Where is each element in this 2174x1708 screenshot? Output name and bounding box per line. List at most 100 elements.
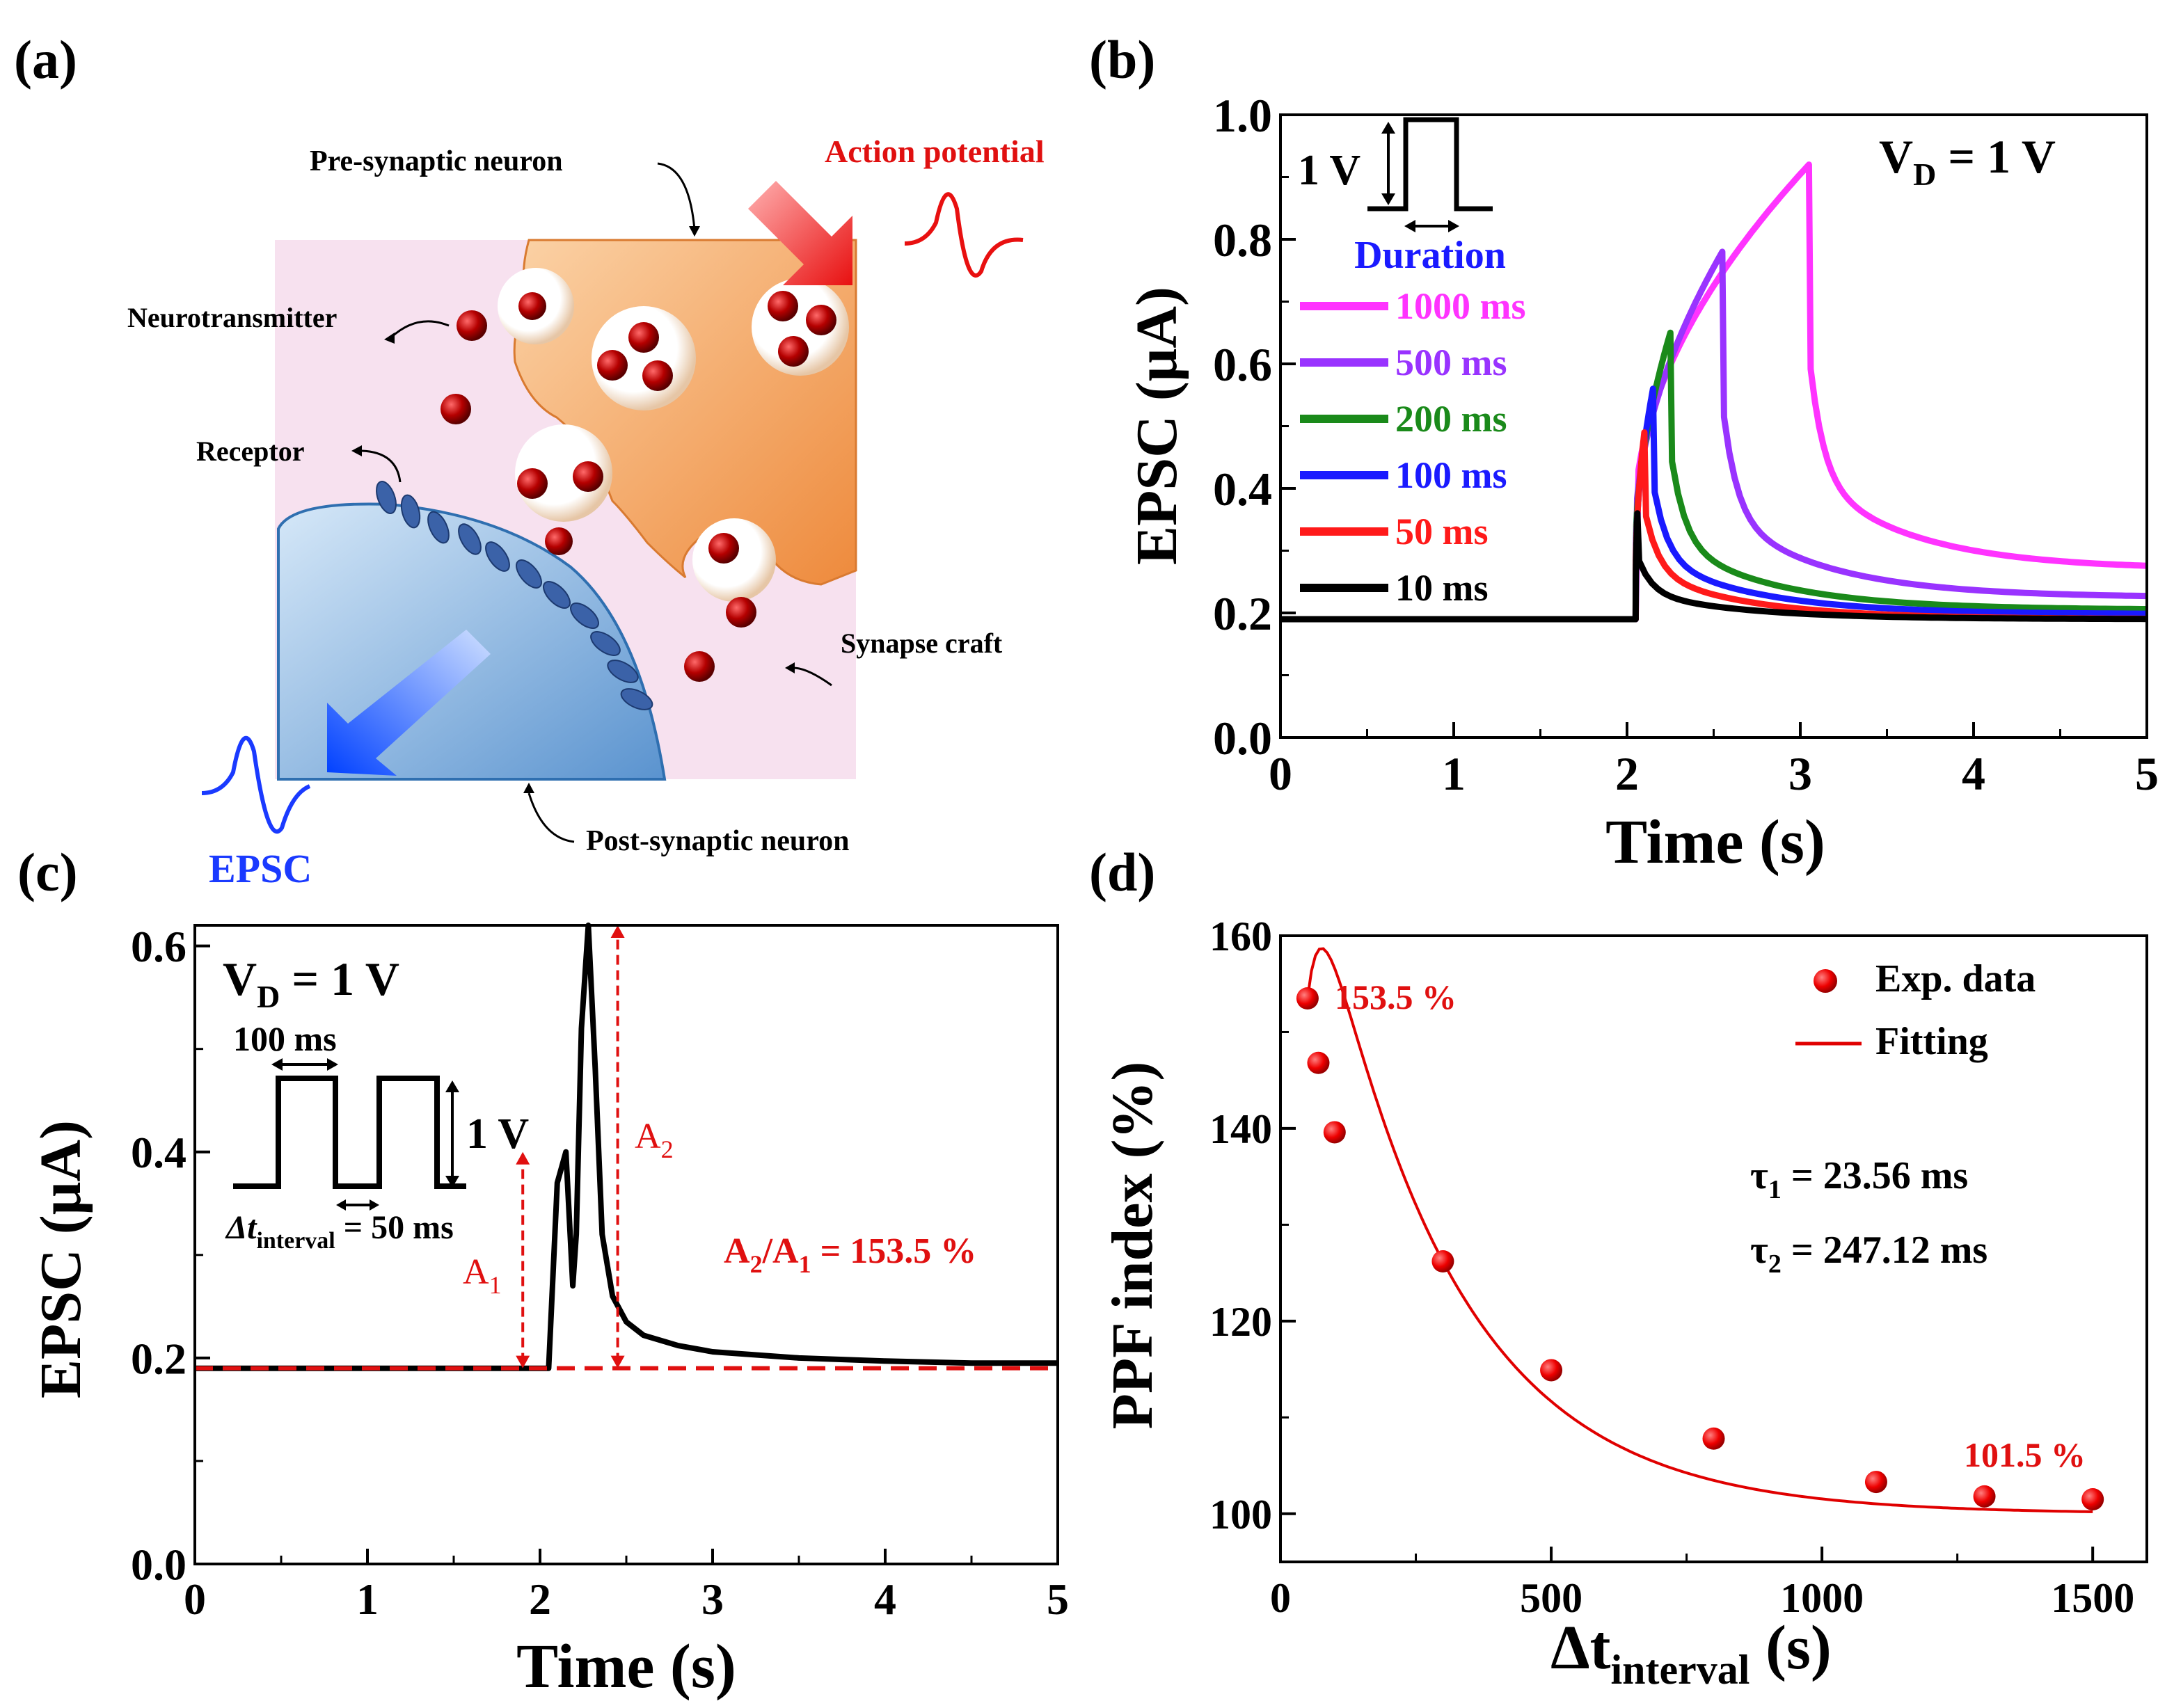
ratio-a1: /A — [762, 1231, 799, 1271]
panel-c-vd-label: VD = 1 V — [223, 952, 399, 1014]
exp-data-point — [1973, 1485, 1996, 1508]
neurotransmitter — [684, 651, 715, 682]
neurotransmitters — [441, 291, 836, 682]
panel-b-pulse-icon — [1367, 117, 1493, 211]
arrow-head — [610, 925, 625, 938]
panel-b-label: (b) — [1089, 29, 1155, 90]
x-tick-label: 0 — [1270, 1575, 1291, 1621]
dt-subscript: interval — [256, 1228, 335, 1254]
vesicle — [692, 518, 776, 602]
legend-label: 100 ms — [1395, 454, 1507, 496]
x-tick-label: 3 — [1788, 747, 1812, 800]
x-tick-label: 2 — [1615, 747, 1639, 800]
y-tick-label: 0.2 — [131, 1334, 187, 1383]
x-tick-label: 0 — [1269, 747, 1292, 800]
epsc-label: EPSC — [209, 846, 312, 891]
panel-c-pulse-voltage: 1 V — [466, 1110, 529, 1158]
panel-c-ylabel: EPSC (μA) — [29, 1120, 93, 1398]
legend-label: 500 ms — [1395, 342, 1507, 383]
ratio-value: = 153.5 % — [811, 1231, 977, 1271]
panel-a: (a) — [14, 29, 1045, 891]
legend-exp-marker — [1814, 969, 1837, 993]
xlabel-subscript: interval — [1610, 1647, 1749, 1693]
neurotransmitter — [642, 360, 673, 391]
tau2-symbol: τ — [1750, 1229, 1768, 1272]
panel-b-curves — [1280, 161, 2148, 623]
panel-b-ylabel: EPSC (μA) — [1125, 287, 1189, 565]
panel-c-label: (c) — [17, 842, 78, 902]
action-potential-wave-icon — [904, 192, 1024, 278]
panel-c-interval-label: Δtinterval = 50 ms — [225, 1209, 454, 1254]
ratio-a1-sub: 1 — [799, 1250, 811, 1278]
vd-value: = 1 V — [1936, 130, 2056, 183]
action-potential-label: Action potential — [825, 134, 1045, 169]
y-tick-label: 120 — [1209, 1299, 1272, 1345]
exp-data-point — [1296, 987, 1319, 1009]
neurotransmitter — [597, 350, 628, 381]
panel-c-curves — [195, 923, 1058, 1371]
pre-synaptic-label: Pre-synaptic neuron — [310, 145, 563, 177]
arrow-head — [689, 226, 700, 237]
legend-label: 200 ms — [1395, 398, 1507, 440]
y-tick-label: 0.0 — [131, 1540, 187, 1589]
neurotransmitter — [517, 468, 548, 499]
vd-value: = 1 V — [280, 952, 399, 1005]
receptor-pointer — [361, 449, 402, 483]
panel-b-vd-label: VD = 1 V — [1879, 130, 2056, 192]
panel-c-xlabel: Time (s) — [516, 1632, 736, 1701]
post-synaptic-label: Post-synaptic neuron — [586, 825, 849, 857]
receptor — [607, 660, 639, 683]
y-tick-label: 1.0 — [1213, 89, 1272, 142]
a1-symbol: A — [463, 1252, 489, 1292]
neurotransmitter — [457, 310, 487, 341]
x-tick-label: 3 — [701, 1574, 724, 1624]
legend-label: 1000 ms — [1395, 285, 1526, 327]
arrow-head — [445, 1080, 459, 1092]
arrow-head — [610, 1355, 625, 1368]
y-tick-label: 0.4 — [1213, 463, 1272, 516]
x-tick-label: 500 — [1520, 1575, 1582, 1621]
receptor — [400, 494, 421, 529]
panel-c-a1-label: A1 — [463, 1252, 502, 1299]
x-tick-label: 1500 — [2051, 1575, 2134, 1621]
exp-data-point — [1702, 1427, 1725, 1450]
panel-b-frame — [1279, 113, 2148, 739]
arrow-head — [516, 1151, 530, 1165]
receptor — [376, 481, 397, 514]
arrow-head — [271, 1058, 283, 1071]
synaptic-cleft-pointer — [793, 667, 832, 687]
exp-data-point — [1540, 1359, 1563, 1382]
xlabel-symbol: Δt — [1550, 1613, 1610, 1682]
y-tick-label: 0.6 — [1213, 338, 1272, 391]
arrow-head — [384, 333, 395, 344]
panel-b-axes: 0 1 2 3 4 5 0.0 0.2 0.4 0.6 0.8 1.0 — [1213, 89, 2159, 800]
exp-data-point — [1323, 1121, 1346, 1144]
panel-b-pulse-voltage: 1 V — [1298, 147, 1360, 194]
panel-c-axes: 0 1 2 3 4 5 0.0 0.2 0.4 0.6 — [131, 922, 1069, 1624]
vd-subscript: D — [1913, 157, 1936, 192]
neurotransmitter — [441, 394, 471, 424]
tau1-label: τ1 = 23.56 ms — [1750, 1154, 1968, 1204]
legend-fit-label: Fitting — [1875, 1020, 1988, 1063]
panel-d-axes: 0 500 1000 1500 100 120 140 160 — [1209, 913, 2134, 1621]
exp-data-point — [1307, 1051, 1330, 1074]
tau2-label: τ2 = 247.12 ms — [1750, 1229, 1987, 1279]
x-tick-label: 4 — [1962, 747, 1985, 800]
arrow-head — [1381, 122, 1395, 134]
legend-label: 50 ms — [1395, 511, 1489, 552]
neurotransmitter — [708, 533, 739, 564]
tau1-value: = 23.56 ms — [1782, 1154, 1968, 1197]
receptor — [620, 688, 653, 710]
receptors — [376, 481, 653, 710]
neurotransmitter — [806, 305, 836, 335]
synaptic-cleft-label: Synapse craft — [841, 628, 1003, 659]
arrow-head — [370, 1199, 379, 1211]
panel-a-label: (a) — [14, 29, 77, 90]
panel-c-pulse-icon — [233, 1076, 466, 1189]
arrow-head — [445, 1176, 459, 1188]
neurotransmitter-pointer — [390, 320, 450, 339]
post-synaptic-pointer — [527, 792, 575, 843]
y-tick-label: 100 — [1209, 1492, 1272, 1538]
dt-value: = 50 ms — [335, 1209, 454, 1246]
panel-b-xlabel: Time (s) — [1605, 808, 1825, 877]
